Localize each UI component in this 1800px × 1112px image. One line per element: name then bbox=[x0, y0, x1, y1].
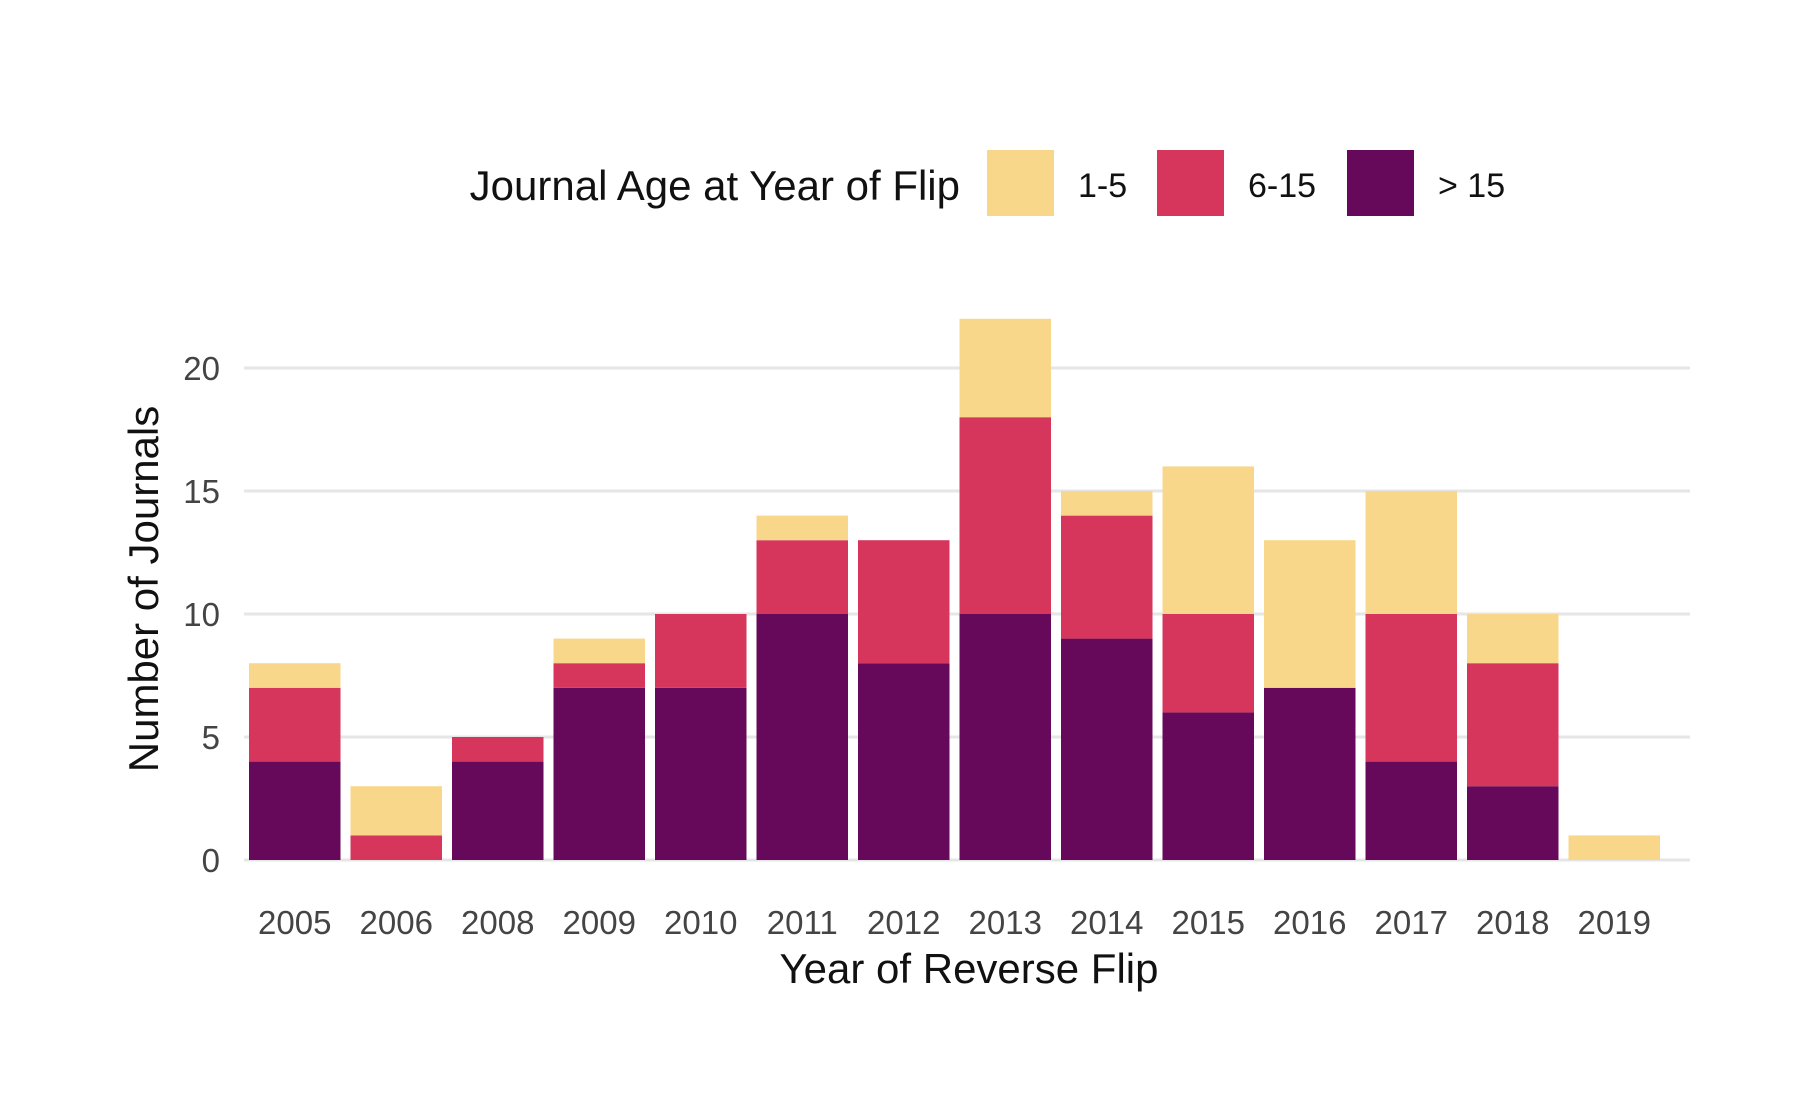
y-tick-label: 10 bbox=[183, 596, 220, 633]
x-tick-label: 2015 bbox=[1172, 904, 1245, 941]
bar-segment bbox=[452, 761, 544, 860]
bar-segment bbox=[756, 614, 848, 860]
bar-segment bbox=[452, 737, 544, 762]
legend-key bbox=[987, 150, 1054, 216]
legend-label: > 15 bbox=[1438, 167, 1505, 205]
y-tick-label: 20 bbox=[183, 350, 220, 387]
bar-segment bbox=[1467, 786, 1559, 860]
x-tick-label: 2011 bbox=[767, 904, 838, 941]
bar-segment bbox=[655, 687, 747, 860]
bar-segment bbox=[1162, 466, 1254, 614]
x-tick-label: 2006 bbox=[360, 904, 433, 941]
x-tick-label: 2017 bbox=[1375, 904, 1448, 941]
bar-segment bbox=[756, 540, 848, 614]
x-tick-label: 2010 bbox=[664, 904, 737, 941]
bar-segment bbox=[959, 417, 1051, 614]
y-tick-label: 0 bbox=[202, 842, 220, 879]
x-tick-label: 2018 bbox=[1476, 904, 1549, 941]
x-tick-label: 2009 bbox=[563, 904, 636, 941]
legend-label: 1-5 bbox=[1078, 167, 1127, 205]
x-tick-label: 2005 bbox=[258, 904, 331, 941]
bars bbox=[249, 318, 1660, 860]
bar-segment bbox=[1568, 835, 1660, 860]
bar-segment bbox=[959, 614, 1051, 860]
bar-segment bbox=[858, 540, 950, 664]
bar-segment bbox=[1467, 614, 1559, 664]
x-tick-label: 2019 bbox=[1578, 904, 1651, 941]
legend: Journal Age at Year of Flip 1-5 6-15 > 15 bbox=[470, 150, 1505, 216]
bar-segment bbox=[249, 663, 341, 688]
bar-segment bbox=[1264, 687, 1356, 860]
bar-segment bbox=[350, 786, 442, 836]
bar-segment bbox=[1365, 761, 1457, 860]
bar-segment bbox=[1365, 614, 1457, 762]
bar-segment bbox=[756, 515, 848, 541]
bar-segment bbox=[1162, 712, 1254, 860]
bar-segment bbox=[1467, 663, 1559, 787]
bar-segment bbox=[553, 663, 645, 688]
x-tick-label: 2008 bbox=[461, 904, 534, 941]
y-tick-label: 15 bbox=[183, 473, 220, 510]
bar-segment bbox=[553, 638, 645, 664]
x-tick-label: 2012 bbox=[867, 904, 940, 941]
legend-key bbox=[1157, 150, 1224, 216]
x-tick-labels: 2005 2006 2008 2009 2010 2011 2012 2013 2014 2015… bbox=[258, 904, 1651, 941]
bar-segment bbox=[858, 663, 950, 860]
bar-segment bbox=[350, 835, 442, 860]
bar-segment bbox=[1365, 491, 1457, 614]
bar-segment bbox=[1061, 515, 1153, 639]
x-tick-label: 2013 bbox=[969, 904, 1042, 941]
bar-segment bbox=[1264, 540, 1356, 688]
y-axis-title: Number of Journals bbox=[120, 406, 167, 773]
bar-segment bbox=[249, 761, 341, 860]
bar-segment bbox=[249, 687, 341, 762]
bar-segment bbox=[553, 687, 645, 860]
legend-label: 6-15 bbox=[1248, 167, 1316, 205]
bar-segment bbox=[1061, 638, 1153, 860]
bar-segment bbox=[655, 614, 747, 688]
legend-title: Journal Age at Year of Flip bbox=[470, 162, 960, 209]
x-axis-title: Year of Reverse Flip bbox=[780, 945, 1159, 992]
bar-segment bbox=[1061, 491, 1153, 516]
bar-segment bbox=[1162, 614, 1254, 713]
x-tick-label: 2016 bbox=[1273, 904, 1346, 941]
y-tick-labels: 0 5 10 15 20 bbox=[183, 350, 220, 879]
y-tick-label: 5 bbox=[202, 719, 220, 756]
x-tick-label: 2014 bbox=[1070, 904, 1143, 941]
legend-key bbox=[1347, 150, 1414, 216]
bar-segment bbox=[959, 318, 1051, 418]
